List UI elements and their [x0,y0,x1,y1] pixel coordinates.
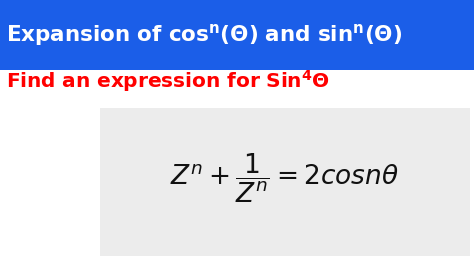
Text: $\mathbf{Find\ an\ expression\ for\ Sin^4\Theta}$: $\mathbf{Find\ an\ expression\ for\ Sin^… [6,68,330,94]
Bar [100,108,470,256]
Text: $\mathbf{Expansion\ of\ cos^n(\Theta)\ and\ sin^n(\Theta)}$: $\mathbf{Expansion\ of\ cos^n(\Theta)\ a… [6,22,402,48]
Text: $Z^n + \dfrac{1}{Z^n} = 2cosn\theta$: $Z^n + \dfrac{1}{Z^n} = 2cosn\theta$ [171,151,400,205]
Bar [0,0,474,70]
